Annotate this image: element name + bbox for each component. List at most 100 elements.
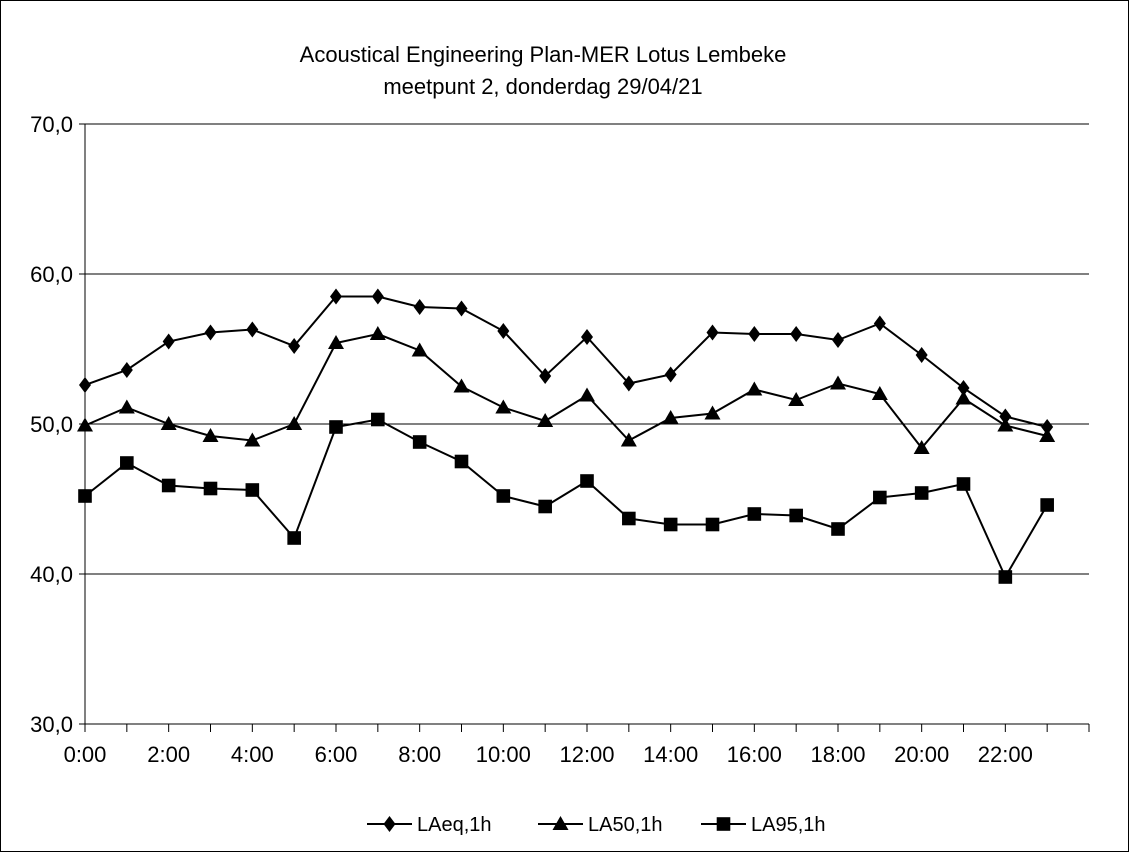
series-la50-1h (77, 326, 1056, 454)
data-point-la95-1h (622, 511, 636, 526)
legend-item-la50-1h: LA50,1h (538, 814, 663, 836)
x-tick-label: 6:00 (315, 742, 358, 767)
data-point-laeq-1h (204, 324, 217, 341)
data-point-la95-1h (663, 517, 678, 532)
x-tick-label: 22:00 (978, 742, 1033, 767)
data-point-laeq-1h (999, 408, 1012, 425)
legend-item-laeq-1h: LAeq,1h (367, 814, 492, 836)
x-tick-label: 4:00 (231, 742, 274, 767)
data-point-la50-1h (1039, 428, 1056, 442)
series-la95-1h (78, 412, 1054, 584)
data-point-la50-1h (369, 326, 386, 340)
y-tick-label: 60,0 (30, 262, 73, 287)
data-point-la50-1h (913, 440, 930, 454)
data-point-la95-1h (998, 570, 1013, 584)
data-point-laeq-1h (79, 377, 91, 393)
data-point-laeq-1h (706, 324, 719, 341)
data-point-laeq-1h (915, 347, 928, 363)
x-tick-label: 20:00 (894, 742, 949, 767)
data-point-la50-1h (77, 417, 93, 432)
data-point-la95-1h (789, 508, 803, 523)
data-point-la95-1h (538, 499, 552, 514)
legend-marker (716, 817, 731, 831)
legend-marker (552, 816, 569, 830)
data-point-laeq-1h (288, 338, 301, 354)
data-point-la50-1h (202, 428, 219, 442)
data-point-la95-1h (831, 522, 845, 536)
legend-label: LA95,1h (751, 814, 826, 836)
data-point-laeq-1h (330, 288, 342, 305)
data-point-la50-1h (244, 432, 261, 447)
data-point-la95-1h (705, 517, 720, 532)
y-tick-label: 30,0 (30, 712, 73, 737)
data-point-laeq-1h (246, 321, 259, 338)
data-point-la50-1h (830, 375, 846, 390)
data-point-laeq-1h (790, 326, 803, 342)
chart-subtitle: meetpunt 2, donderdag 29/04/21 (383, 74, 702, 99)
data-point-la50-1h (411, 342, 428, 357)
data-point-la95-1h (1040, 498, 1054, 512)
x-tick-label: 12:00 (559, 742, 614, 767)
series-line-laeq-1h (84, 295, 1048, 428)
data-point-la50-1h (537, 413, 554, 427)
legend-item-la95-1h: LA95,1h (701, 814, 826, 836)
data-point-laeq-1h (413, 299, 426, 315)
data-point-la50-1h (495, 399, 512, 414)
axes: 30,0 40,0 50,0 60,0 70,0 0:00 2:00 4:00 6:00 8:00… (30, 112, 1090, 767)
x-tick-label: 2:00 (147, 742, 190, 767)
data-point-laeq-1h (581, 329, 593, 345)
data-point-laeq-1h (832, 332, 844, 348)
data-point-la95-1h (329, 420, 343, 434)
legend-marker (383, 816, 396, 832)
data-point-la50-1h (997, 417, 1014, 432)
x-tick-label: 18:00 (810, 742, 865, 767)
data-point-laeq-1h (622, 375, 635, 392)
data-point-la95-1h (580, 474, 594, 488)
data-point-la50-1h (579, 387, 595, 402)
data-point-la95-1h (161, 478, 176, 493)
data-point-la50-1h (871, 386, 888, 400)
y-tick-label: 70,0 (30, 112, 73, 137)
chart-title: Acoustical Engineering Plan-MER Lotus Le… (300, 42, 787, 67)
data-point-la95-1h (873, 490, 887, 505)
data-point-la95-1h (956, 477, 971, 491)
data-point-la50-1h (788, 392, 805, 406)
data-point-la95-1h (412, 435, 427, 449)
data-point-la50-1h (704, 405, 721, 420)
data-point-la50-1h (286, 416, 303, 430)
data-point-la50-1h (662, 410, 679, 424)
legend-label: LAeq,1h (417, 814, 492, 836)
data-point-la95-1h (747, 507, 762, 521)
data-point-laeq-1h (497, 323, 510, 339)
x-tick-label: 8:00 (398, 742, 441, 767)
gridlines (85, 123, 1089, 575)
x-tick-label: 16:00 (727, 742, 782, 767)
data-point-laeq-1h (539, 368, 552, 384)
data-point-la95-1h (203, 481, 218, 496)
data-point-la95-1h (496, 489, 511, 503)
data-point-laeq-1h (664, 366, 677, 383)
series-line-la95-1h (84, 418, 1049, 580)
data-point-la95-1h (120, 456, 134, 470)
data-point-la95-1h (78, 489, 92, 503)
y-tick-label: 50,0 (30, 412, 73, 437)
data-point-laeq-1h (371, 288, 384, 305)
y-tick-label: 40,0 (30, 562, 73, 587)
x-tick-label: 0:00 (64, 742, 107, 767)
data-point-laeq-1h (1041, 419, 1054, 435)
data-point-la50-1h (118, 399, 135, 414)
data-point-laeq-1h (162, 333, 175, 350)
data-point-la50-1h (453, 378, 470, 393)
data-point-la50-1h (160, 416, 177, 430)
series-group (77, 288, 1056, 584)
data-point-la50-1h (955, 390, 972, 405)
data-point-laeq-1h (120, 362, 133, 378)
legend-label: LA50,1h (588, 814, 663, 836)
data-point-la50-1h (746, 381, 763, 396)
data-point-laeq-1h (455, 300, 468, 317)
x-tick-label: 14:00 (643, 742, 698, 767)
legend: LAeq,1h LA50,1h LA95,1h (367, 814, 826, 836)
data-point-la95-1h (914, 486, 929, 500)
series-line-la50-1h (84, 332, 1048, 450)
